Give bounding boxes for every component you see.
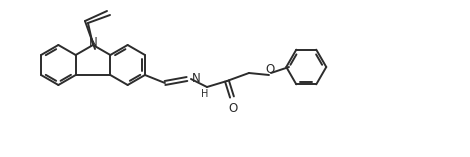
Text: O: O	[228, 102, 238, 115]
Text: O: O	[266, 62, 274, 76]
Text: H: H	[201, 89, 209, 99]
Text: N: N	[89, 35, 97, 49]
Text: N: N	[192, 71, 201, 84]
